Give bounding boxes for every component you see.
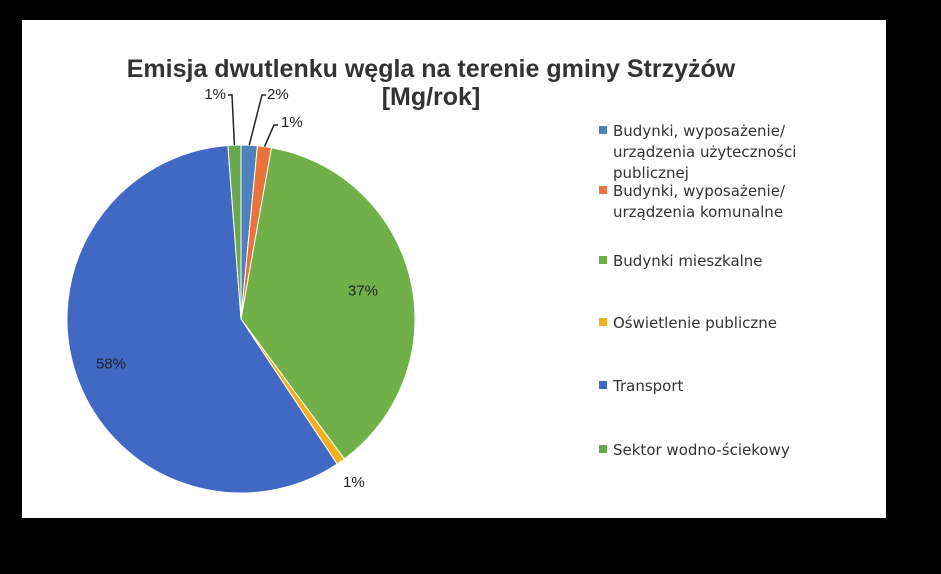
slice-2-leader-line — [263, 124, 278, 147]
slice-1-percent-label: 2% — [267, 86, 289, 103]
legend-label-1-line-3: publicznej — [613, 164, 689, 182]
slice-5-percent-label: 58% — [96, 356, 126, 373]
slice-2-percent-label: 1% — [281, 114, 303, 131]
legend-marker-4 — [599, 318, 607, 326]
legend-marker-2 — [599, 186, 607, 194]
slice-6-percent-label: 1% — [204, 86, 226, 103]
legend-label-6-line-1: Sektor wodno-ściekowy — [613, 441, 790, 459]
legend-label-1-line-2: urządzenia użyteczności — [613, 143, 796, 161]
legend-marker-3 — [599, 256, 607, 264]
slice-5-wedge — [66, 144, 338, 494]
legend-label-2-line-1: Budynki, wyposażenie/ — [613, 182, 786, 200]
legend-label-2-line-2: urządzenia komunalne — [613, 203, 783, 221]
legend-marker-1 — [599, 126, 607, 134]
slice-3-percent-label: 37% — [348, 282, 378, 299]
chart-title-line-1: Emisja dwutlenku węgla na terenie gminy … — [127, 55, 736, 83]
leader-lines — [228, 94, 278, 147]
legend-label-4-line-1: Oświetlenie publiczne — [613, 314, 777, 332]
legend-label-1-line-1: Budynki, wyposażenie/ — [613, 122, 786, 140]
legend-label-5-line-1: Transport — [612, 377, 684, 395]
legend-marker-6 — [599, 445, 607, 453]
slice-1-leader-line — [248, 94, 266, 146]
legend-label-3-line-1: Budynki mieszkalne — [613, 252, 763, 270]
slice-6-leader-line — [228, 94, 236, 146]
chart-frame: Emisja dwutlenku węgla na terenie gminy … — [22, 20, 886, 518]
data-labels: 2% 1% 37% 1% 58% 1% — [96, 86, 378, 491]
legend: Budynki, wyposażenie/urządzenia użyteczn… — [599, 122, 796, 459]
pie-slices — [66, 144, 416, 494]
pie-chart: Emisja dwutlenku węgla na terenie gminy … — [66, 55, 796, 494]
slice-4-percent-label: 1% — [343, 474, 365, 491]
chart-title-line-2: [Mg/rok] — [382, 83, 481, 111]
slice-3-wedge — [240, 147, 416, 460]
legend-marker-5 — [599, 381, 607, 389]
